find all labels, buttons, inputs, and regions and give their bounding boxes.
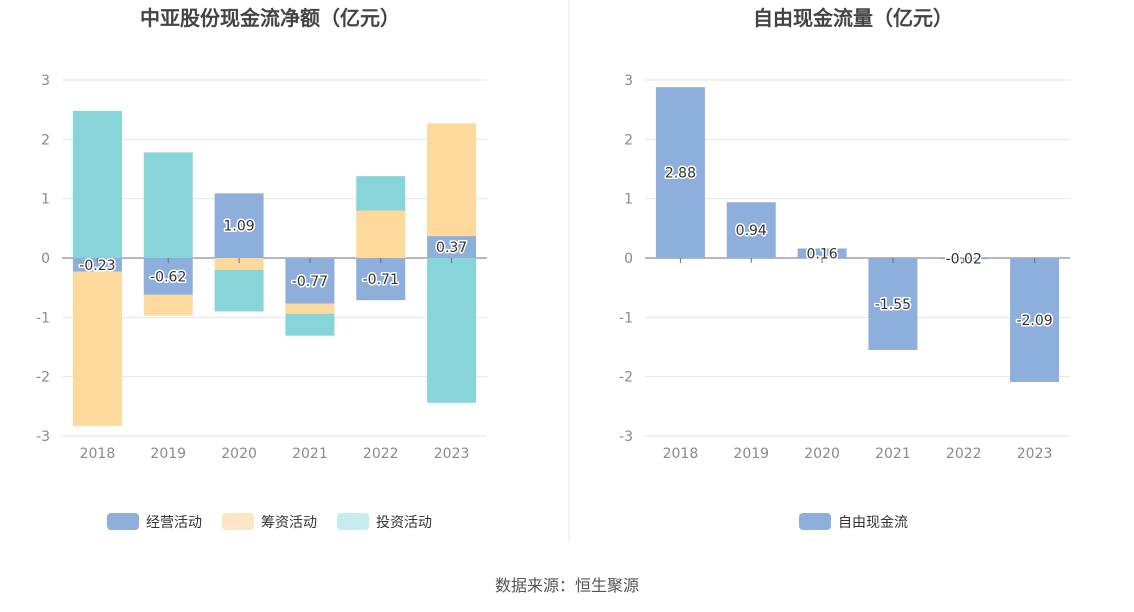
bar-经营活动-2023	[427, 236, 477, 258]
y-tick-label: 3	[624, 73, 633, 89]
y-tick-label: -3	[619, 429, 633, 445]
x-tick-label: 2023	[434, 446, 470, 462]
data-label: 0.94	[736, 223, 767, 239]
y-tick-label: 0	[624, 251, 633, 267]
left-legend: 经营活动 筹资活动 投资活动	[107, 513, 432, 531]
data-source: 数据来源：恒生聚源	[494, 576, 639, 595]
y-tick-label: 0	[41, 251, 50, 267]
bar-投资活动-2022	[356, 176, 406, 211]
y-tick-label: 1	[624, 192, 633, 208]
x-tick-label: 2018	[663, 446, 699, 462]
bar-经营活动-2018	[72, 258, 122, 272]
data-label: -1.55	[875, 297, 911, 313]
x-tick-label: 2018	[80, 446, 116, 462]
bar-自由现金流-2023	[1010, 258, 1060, 383]
right-value-labels: 2.880.940.16-1.55-0.02-2.09	[663, 164, 1054, 330]
bar-自由现金流-2021	[868, 258, 918, 350]
y-tick-label: 2	[624, 132, 633, 148]
legend-swatch[interactable]	[337, 513, 369, 530]
legend-label[interactable]: 筹资活动	[261, 514, 317, 531]
legend-swatch[interactable]	[107, 513, 139, 530]
y-tick-label: -1	[619, 310, 633, 326]
bar-自由现金流-2018	[655, 87, 705, 259]
data-label: -0.77	[292, 274, 328, 290]
y-tick-label: -2	[36, 370, 50, 386]
right-bars	[655, 87, 1060, 383]
bar-经营活动-2019	[143, 258, 193, 295]
right-legend: 自由现金流	[799, 513, 908, 531]
left-x-axis: 2018 2019 2020 2021 2022 2023	[80, 258, 470, 462]
bar-筹资活动-2020	[214, 258, 264, 270]
bar-筹资活动-2018	[72, 271, 122, 426]
legend-label[interactable]: 经营活动	[146, 515, 202, 531]
y-tick-label: 2	[41, 132, 50, 148]
legend-swatch[interactable]	[222, 513, 254, 530]
bar-投资活动-2019	[143, 152, 193, 258]
y-tick-label: -3	[36, 429, 50, 445]
legend-swatch[interactable]	[799, 513, 831, 530]
bar-筹资活动-2019	[143, 294, 193, 316]
bar-筹资活动-2022	[356, 210, 406, 258]
data-label: -0.23	[79, 258, 115, 274]
data-label: 0.37	[436, 240, 467, 256]
bar-筹资活动-2023	[427, 123, 477, 237]
left-grid: 3 2 1 0 -1 -2 -3	[36, 73, 487, 445]
x-tick-label: 2020	[221, 446, 257, 462]
bar-经营活动-2021	[285, 258, 335, 304]
bar-投资活动-2018	[72, 110, 122, 258]
data-label: -2.09	[1016, 313, 1052, 329]
legend-label[interactable]: 自由现金流	[838, 515, 908, 531]
bar-筹资活动-2021	[285, 303, 335, 314]
left-value-labels: -0.23 -0.62 1.09 -0.77 -0.71 0.37	[78, 217, 469, 291]
bar-自由现金流-2020	[797, 248, 847, 258]
free-cashflow-chart: 自由现金流量（亿元） 3 2 1 0 -1 -2 -3 2.88 0.94 0.16 -1.55 -…	[619, 6, 1070, 531]
x-tick-label: 2023	[1017, 446, 1053, 462]
right-x-axis: 2018 2019 2020 2021 2022 2023	[663, 258, 1053, 462]
bar-经营活动-2020	[214, 193, 264, 258]
left-bars	[72, 110, 477, 426]
data-label: -0.71	[363, 272, 399, 288]
x-tick-label: 2021	[292, 446, 328, 462]
bar-经营活动-2022	[356, 258, 406, 301]
bar-投资活动-2023	[427, 258, 477, 403]
data-label: 1.09	[223, 219, 254, 235]
y-tick-label: -1	[36, 310, 50, 326]
bar-投资活动-2020	[214, 269, 264, 312]
x-tick-label: 2022	[946, 446, 982, 462]
bar-自由现金流-2019	[726, 202, 776, 258]
right-chart-title: 自由现金流量（亿元）	[753, 6, 953, 30]
x-tick-label: 2019	[733, 446, 769, 462]
y-tick-label: 3	[41, 73, 50, 89]
x-tick-label: 2021	[875, 446, 911, 462]
right-grid: 3 2 1 0 -1 -2 -3	[619, 73, 1070, 445]
data-label: 2.88	[665, 166, 696, 182]
x-tick-label: 2022	[363, 446, 399, 462]
bar-投资活动-2021	[285, 313, 335, 336]
legend-label[interactable]: 投资活动	[376, 515, 432, 531]
y-tick-label: 1	[41, 192, 50, 208]
left-chart-title: 中亚股份现金流净额（亿元）	[140, 6, 400, 30]
x-tick-label: 2019	[150, 446, 186, 462]
x-tick-label: 2020	[804, 446, 840, 462]
y-tick-label: -2	[619, 370, 633, 386]
data-label: -0.62	[150, 269, 186, 285]
data-label: 0.16	[806, 246, 837, 262]
